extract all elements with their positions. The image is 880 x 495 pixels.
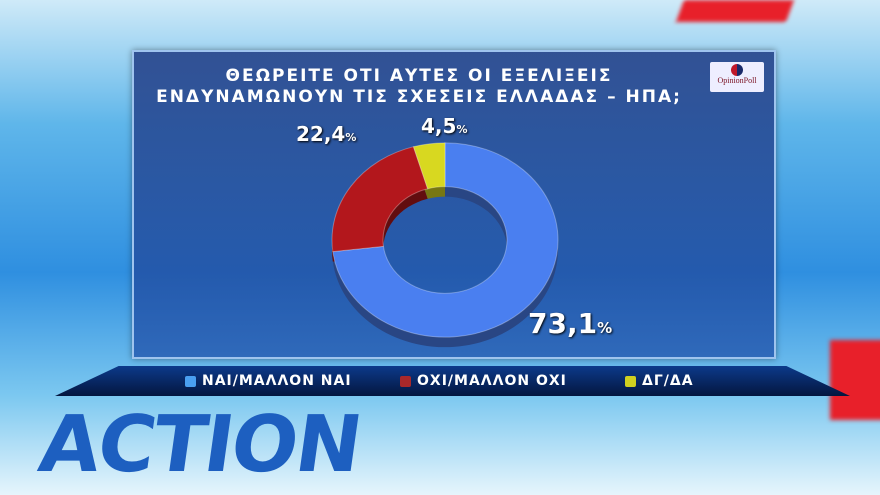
legend: ΝΑΙ/ΜΑΛΛΟΝ ΝΑΙ ΟΧΙ/ΜΑΛΛΟΝ ΟΧΙ ΔΓ/ΔΑ: [55, 366, 850, 396]
opinionpoll-logo: OpinionPoll: [710, 62, 764, 92]
background-logo: ACTION: [33, 400, 366, 490]
title-line: ΕΝΔΥΝΑΜΩΝΟΥΝ ΤΙΣ ΣΧΕΣΕΙΣ ΕΛΛΑΔΑΣ – ΗΠΑ;: [156, 87, 682, 107]
slice-0: [332, 142, 559, 338]
donut-chart: [331, 142, 559, 348]
slice-label-dk: 4,5%: [421, 114, 468, 138]
title-line: ΘΕΩΡΕΙΤΕ ΟΤΙ ΑΥΤΕΣ ΟΙ ΕΞΕΛΙΞΕΙΣ: [225, 66, 613, 86]
decor-bar: [830, 340, 880, 420]
legend-item-no: ΟΧΙ/ΜΑΛΛΟΝ ΟΧΙ: [400, 373, 567, 389]
decor-bar: [675, 0, 795, 22]
slice-label-no: 22,4%: [296, 122, 357, 146]
slice-label-yes: 73,1%: [528, 307, 613, 340]
legend-item-yes: ΝΑΙ/ΜΑΛΛΟΝ ΝΑΙ: [185, 373, 352, 389]
chart-title: ΘΕΩΡΕΙΤΕ ΟΤΙ ΑΥΤΕΣ ΟΙ ΕΞΕΛΙΞΕΙΣ ΕΝΔΥΝΑΜΩ…: [134, 66, 704, 108]
chart-panel: ΘΕΩΡΕΙΤΕ ΟΤΙ ΑΥΤΕΣ ΟΙ ΕΞΕΛΙΞΕΙΣ ΕΝΔΥΝΑΜΩ…: [132, 50, 776, 359]
slice-1: [331, 146, 429, 253]
legend-item-dk: ΔΓ/ΔΑ: [625, 373, 694, 389]
slice-2: [412, 142, 446, 190]
